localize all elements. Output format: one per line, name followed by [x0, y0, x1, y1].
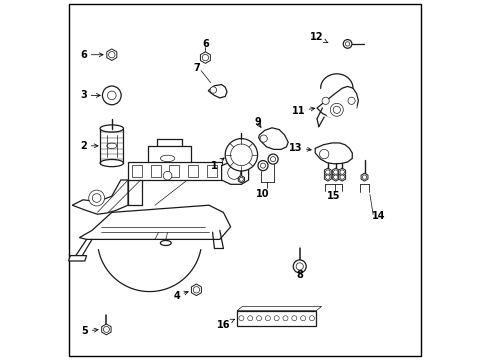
Text: 6: 6 — [80, 50, 103, 60]
Circle shape — [239, 316, 244, 321]
Polygon shape — [332, 173, 339, 181]
Polygon shape — [72, 180, 128, 214]
Circle shape — [345, 42, 350, 46]
Text: 16: 16 — [217, 319, 234, 330]
Bar — [170, 165, 179, 177]
Text: 10: 10 — [255, 189, 269, 199]
Text: 4: 4 — [173, 291, 188, 301]
Text: 2: 2 — [80, 141, 98, 151]
Circle shape — [292, 316, 297, 321]
Circle shape — [210, 87, 217, 93]
Ellipse shape — [107, 143, 117, 148]
Circle shape — [293, 260, 306, 273]
Polygon shape — [322, 94, 357, 120]
Circle shape — [296, 263, 303, 270]
Circle shape — [225, 139, 258, 171]
Text: 1: 1 — [211, 158, 224, 171]
Text: 12: 12 — [310, 32, 328, 43]
Polygon shape — [208, 85, 227, 98]
Text: 8: 8 — [296, 270, 303, 280]
Circle shape — [343, 40, 352, 48]
Polygon shape — [339, 168, 345, 176]
Circle shape — [330, 103, 343, 116]
Polygon shape — [69, 256, 87, 261]
Circle shape — [107, 91, 116, 100]
Circle shape — [257, 316, 262, 321]
Bar — [150, 165, 161, 177]
Circle shape — [362, 175, 367, 179]
Circle shape — [274, 316, 279, 321]
Circle shape — [231, 144, 252, 166]
Text: 14: 14 — [371, 211, 385, 221]
Circle shape — [333, 106, 341, 113]
Circle shape — [258, 161, 268, 171]
Circle shape — [334, 175, 338, 179]
Polygon shape — [238, 176, 245, 183]
Polygon shape — [192, 284, 201, 296]
Circle shape — [228, 166, 241, 179]
Circle shape — [92, 194, 101, 202]
Polygon shape — [324, 168, 331, 176]
Polygon shape — [361, 173, 368, 181]
Polygon shape — [221, 162, 248, 184]
Circle shape — [248, 316, 253, 321]
Circle shape — [102, 86, 121, 105]
Bar — [132, 165, 142, 177]
Text: 9: 9 — [254, 117, 261, 127]
Bar — [237, 311, 316, 326]
Text: 11: 11 — [292, 106, 315, 116]
Ellipse shape — [160, 155, 175, 162]
Text: 3: 3 — [80, 90, 100, 100]
Circle shape — [260, 135, 268, 142]
Polygon shape — [237, 306, 321, 311]
Ellipse shape — [100, 159, 123, 167]
Polygon shape — [107, 49, 117, 60]
Circle shape — [89, 190, 104, 206]
Polygon shape — [317, 86, 358, 118]
Polygon shape — [79, 205, 231, 239]
Polygon shape — [339, 173, 345, 181]
Circle shape — [340, 175, 344, 179]
Circle shape — [322, 97, 329, 104]
Polygon shape — [324, 173, 331, 181]
Circle shape — [266, 316, 270, 321]
Ellipse shape — [160, 240, 171, 246]
Circle shape — [240, 177, 244, 181]
Circle shape — [301, 316, 306, 321]
Polygon shape — [332, 168, 339, 176]
Circle shape — [348, 97, 355, 104]
Bar — [128, 162, 221, 180]
Circle shape — [109, 51, 115, 58]
Polygon shape — [259, 128, 288, 149]
Circle shape — [193, 287, 199, 293]
Bar — [188, 165, 198, 177]
Text: 5: 5 — [81, 326, 98, 336]
Circle shape — [326, 170, 330, 174]
Polygon shape — [102, 324, 111, 335]
Text: 6: 6 — [202, 39, 209, 49]
Circle shape — [261, 163, 266, 168]
Text: 15: 15 — [327, 191, 341, 201]
Text: 13: 13 — [289, 143, 311, 153]
Circle shape — [326, 175, 330, 179]
Circle shape — [283, 316, 288, 321]
Circle shape — [310, 316, 315, 321]
Circle shape — [340, 170, 344, 174]
Circle shape — [270, 157, 275, 162]
Polygon shape — [315, 143, 352, 164]
Circle shape — [202, 54, 209, 61]
Ellipse shape — [100, 125, 123, 132]
Bar — [207, 165, 217, 177]
Text: 7: 7 — [193, 63, 200, 73]
Circle shape — [319, 149, 329, 159]
Circle shape — [334, 170, 338, 174]
Circle shape — [268, 154, 278, 164]
Polygon shape — [200, 52, 210, 63]
Circle shape — [163, 171, 172, 180]
Circle shape — [103, 327, 109, 332]
